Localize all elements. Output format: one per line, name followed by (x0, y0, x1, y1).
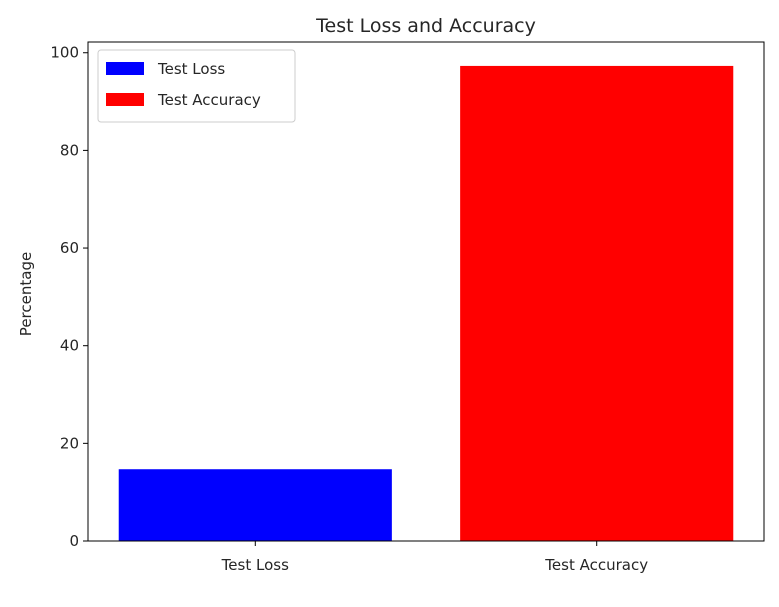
y-tick-label: 20 (60, 434, 79, 452)
bar-test-accuracy (460, 65, 734, 542)
bars-layer (118, 65, 734, 542)
legend-box (97, 49, 296, 123)
legend-swatch (106, 93, 144, 106)
y-tick-label: 60 (60, 239, 79, 257)
ticks-layer: Test Loss Test Accuracy 0 20 40 60 80 100 (50, 44, 648, 574)
legend-label: Test Loss (157, 60, 225, 78)
plot-frame (87, 41, 765, 542)
chart-title: Test Loss and Accuracy (315, 15, 536, 37)
x-tick-label: Test Loss (221, 556, 289, 574)
bar-test-loss (118, 469, 392, 541)
legend: Test Loss Test Accuracy (97, 49, 296, 123)
legend-label: Test Accuracy (157, 91, 261, 109)
y-tick-label: 40 (60, 337, 79, 355)
y-axis-label: Percentage (17, 252, 35, 336)
y-tick-label: 80 (60, 141, 79, 159)
y-tick-label: 100 (50, 44, 79, 62)
y-tick-label: 0 (69, 532, 79, 550)
legend-swatch (106, 62, 144, 75)
x-tick-label: Test Accuracy (544, 556, 648, 574)
